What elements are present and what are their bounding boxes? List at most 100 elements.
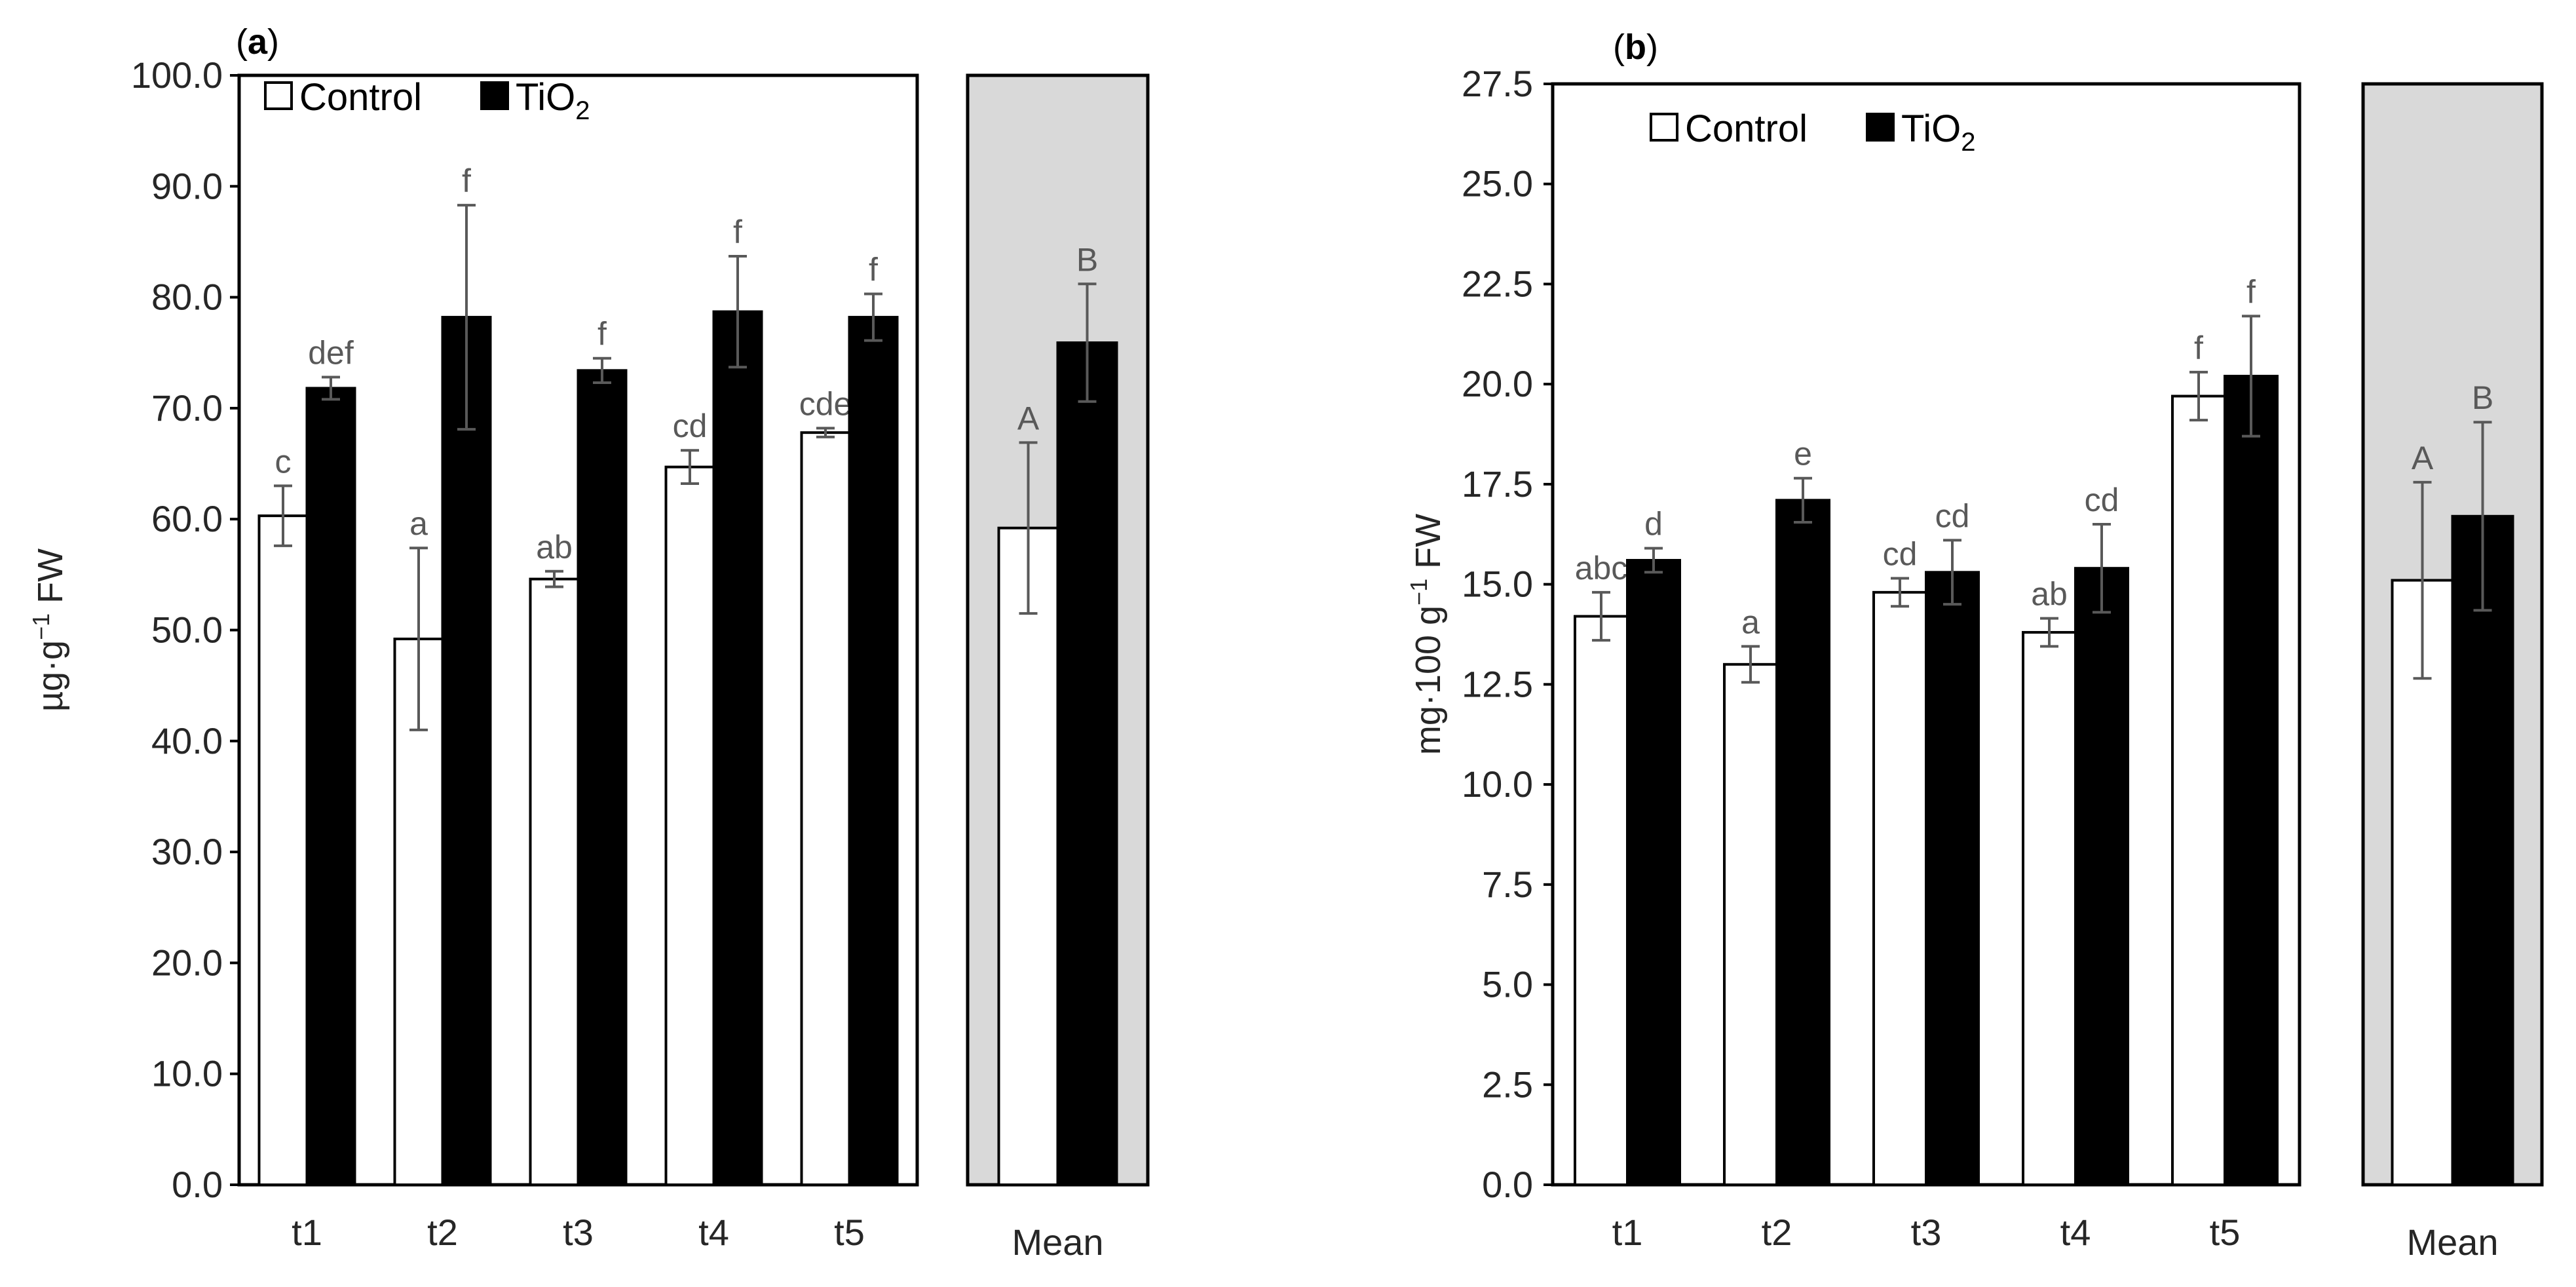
mean-x-label: Mean <box>1012 1221 1103 1263</box>
legend-swatch-control <box>264 81 293 110</box>
y-axis-label-superscript: −1 <box>1405 579 1432 605</box>
mean-x-label: Mean <box>2406 1221 2498 1263</box>
panel-b: (b) 0.0 2.5 5.0 7.5 10.0 12.5 15.0 17.5 20.0 22.5 2… <box>1405 28 2544 1263</box>
control-bar <box>800 431 851 1186</box>
y-axis-label: mg·100 g−1 FW <box>1405 514 1448 755</box>
control-significance-letter: c <box>275 443 292 480</box>
control-bar <box>664 465 715 1186</box>
y-tick-label: 80.0 <box>151 277 223 318</box>
control-significance-letter: cd <box>1883 535 1918 572</box>
y-tick-label: 7.5 <box>1482 864 1533 905</box>
x-tick-label: t4 <box>698 1212 729 1253</box>
legend-label-tio2: TiO2 <box>1901 107 1976 157</box>
tio2-bar <box>1925 571 1980 1186</box>
x-tick-label: t3 <box>1911 1212 1942 1253</box>
x-tick-label: t5 <box>834 1212 865 1253</box>
x-tick-label: t4 <box>2060 1212 2091 1253</box>
control-significance-letter: f <box>2194 330 2203 366</box>
x-tick-label: t3 <box>563 1212 594 1253</box>
tio2-bar <box>848 316 899 1187</box>
legend-label-tio2-main: TiO <box>1901 107 1961 150</box>
y-tick-label: 27.5 <box>1462 63 1533 104</box>
y-tick-label: 90.0 <box>151 165 223 206</box>
y-tick-label: 10.0 <box>1462 763 1533 805</box>
y-tick-label: 25.0 <box>1462 163 1533 204</box>
panel-a: (a) 0.0 10.0 20.0 30.0 40.0 50.0 60.0 70.0 80.0 90… <box>28 22 1150 1263</box>
y-tick-label: 60.0 <box>151 498 223 539</box>
legend-swatch-tio2 <box>1866 113 1895 142</box>
control-significance-letter: ab <box>2031 576 2068 613</box>
y-tick-label: 100.0 <box>131 54 223 96</box>
y-tick-label: 12.5 <box>1462 663 1533 704</box>
tio2-significance-letter: f <box>2246 273 2256 310</box>
y-tick-label: 70.0 <box>151 387 223 429</box>
control-bar <box>1574 615 1629 1186</box>
legend-swatch-control <box>1650 113 1678 142</box>
y-axis-label-main: µg·g <box>31 640 70 712</box>
tio2-significance-letter: cd <box>1935 497 1970 534</box>
tio2-bar <box>2224 374 2279 1186</box>
legend-label-control: Control <box>1685 107 1808 150</box>
panel-label-letter: a <box>248 22 268 62</box>
tio2-significance-letter: def <box>308 334 354 371</box>
control-bar <box>529 577 580 1186</box>
mean-tio2-bar <box>1056 341 1118 1187</box>
legend-swatch-tio2 <box>480 81 509 110</box>
y-tick-label: 15.0 <box>1462 564 1533 605</box>
control-significance-letter: ab <box>536 529 573 566</box>
y-tick-label: 30.0 <box>151 831 223 872</box>
panel-label: (b) <box>1613 28 1658 67</box>
control-bar <box>2171 394 2226 1187</box>
mean-control-significance-letter: A <box>1017 400 1040 436</box>
x-tick-label: t1 <box>1612 1212 1643 1253</box>
mean-control-significance-letter: A <box>2412 440 2434 476</box>
mean-tio2-bar <box>2451 514 2514 1186</box>
legend-label-tio2-subscript: 2 <box>575 96 590 125</box>
tio2-significance-letter: f <box>462 163 471 199</box>
control-bar <box>257 514 309 1186</box>
x-tick-label: t1 <box>292 1212 322 1253</box>
mean-control-bar <box>997 526 1059 1186</box>
x-tick-label: t2 <box>1762 1212 1792 1253</box>
x-tick-label: t2 <box>427 1212 458 1253</box>
y-tick-label: 22.5 <box>1462 263 1533 304</box>
y-tick-label: 2.5 <box>1482 1064 1533 1105</box>
tio2-bar <box>1626 558 1681 1186</box>
y-tick-label: 50.0 <box>151 609 223 651</box>
tio2-bar <box>577 369 628 1186</box>
tio2-bar <box>2074 567 2129 1186</box>
y-tick-label: 20.0 <box>1462 363 1533 404</box>
y-axis-label-superscript: −1 <box>28 613 54 640</box>
legend-label-tio2-main: TiO <box>516 76 575 119</box>
mean-tio2-significance-letter: B <box>2472 379 2493 416</box>
y-tick-label: 40.0 <box>151 720 223 761</box>
control-significance-letter: a <box>409 505 428 542</box>
legend-label-control: Control <box>299 76 422 119</box>
y-axis-label-unit: FW <box>31 548 70 613</box>
tio2-bar <box>712 310 763 1186</box>
tio2-significance-letter: d <box>1644 506 1663 543</box>
mean-tio2-significance-letter: B <box>1076 241 1098 278</box>
tio2-significance-letter: f <box>597 316 607 353</box>
y-tick-label: 0.0 <box>172 1164 223 1205</box>
control-significance-letter: cd <box>673 408 708 444</box>
tio2-significance-letter: f <box>869 252 878 288</box>
y-axis-label-unit: FW <box>1409 514 1448 579</box>
mean-control-bar <box>2391 579 2454 1186</box>
tio2-significance-letter: e <box>1794 436 1812 472</box>
tio2-bar <box>305 387 356 1186</box>
tio2-bar <box>1775 499 1830 1186</box>
control-significance-letter: a <box>1741 604 1760 640</box>
y-tick-label: 10.0 <box>151 1053 223 1094</box>
y-axis-label: µg·g−1 FW <box>28 548 70 712</box>
panel-label-letter: b <box>1625 28 1646 67</box>
control-bar <box>2022 630 2077 1186</box>
control-bar <box>1723 663 1778 1186</box>
y-tick-label: 0.0 <box>1482 1164 1533 1205</box>
panel-label: (a) <box>236 22 279 62</box>
y-tick-label: 17.5 <box>1462 463 1533 505</box>
y-tick-label: 20.0 <box>151 942 223 983</box>
legend-label-tio2-subscript: 2 <box>1961 128 1975 157</box>
control-bar <box>1872 590 1927 1186</box>
